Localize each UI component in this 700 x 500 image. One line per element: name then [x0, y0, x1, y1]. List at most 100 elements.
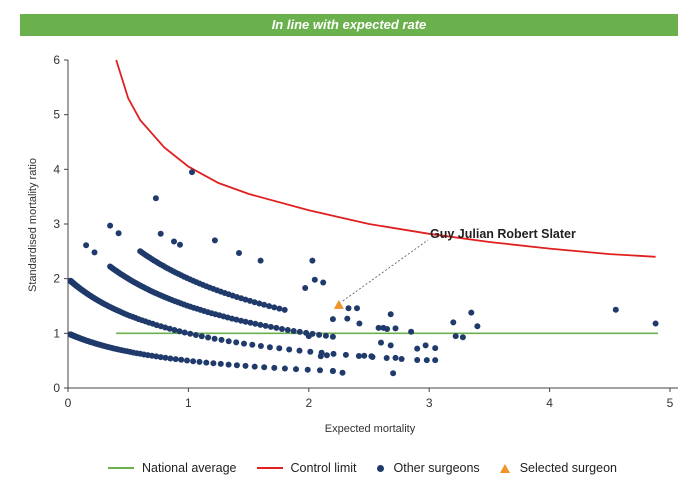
other-surgeon-point: [408, 328, 415, 335]
control-limit-line: [115, 59, 656, 258]
other-surgeon-point: [107, 222, 114, 229]
other-surgeon-point: [276, 305, 283, 312]
selected-surgeon-marker-icon: [499, 463, 510, 473]
other-surgeon-point: [290, 328, 297, 334]
y-tick-label: 3: [53, 217, 60, 231]
other-surgeon-point: [261, 364, 268, 371]
other-surgeon-point: [304, 366, 311, 373]
other-surgeon-point: [329, 316, 336, 323]
other-surgeon-point: [115, 230, 122, 237]
other-surgeon-point: [233, 339, 240, 346]
other-surgeon-point: [238, 317, 244, 324]
other-surgeon-point: [184, 357, 190, 364]
other-surgeon-point: [242, 296, 249, 303]
other-surgeon-point: [339, 369, 346, 376]
other-surgeon-point: [423, 357, 430, 364]
other-surgeon-point: [317, 367, 323, 374]
other-surgeon-point: [305, 333, 312, 340]
other-surgeon-point: [205, 334, 212, 341]
other-surgeon-point: [387, 342, 394, 349]
other-surgeon-point: [256, 300, 263, 307]
other-surgeon-point: [171, 238, 177, 245]
other-surgeon-point: [344, 315, 351, 322]
other-surgeon-point: [178, 356, 185, 363]
other-surgeon-point: [296, 328, 303, 335]
other-surgeon-point: [266, 344, 273, 351]
other-surgeon-point: [203, 359, 210, 366]
funnel-plot: 0 1 2 3 4 5 6 0 1 2 3 4 5 Guy Julian Robert Slater E…: [27, 53, 678, 435]
other-surgeon-point: [323, 352, 330, 359]
y-tick-label: 1: [53, 326, 60, 340]
other-surgeon-point: [368, 353, 375, 360]
other-surgeon-point: [167, 355, 174, 362]
other-surgeon-point: [384, 326, 391, 332]
other-surgeon-point: [242, 362, 249, 369]
other-surgeon-point: [273, 324, 280, 331]
other-surgeon-point: [257, 321, 264, 328]
control-limit-swatch: [256, 467, 283, 469]
other-surgeon-point: [450, 319, 457, 326]
other-surgeon-point: [233, 316, 240, 323]
other-surgeon-point: [211, 335, 218, 342]
other-surgeon-point: [330, 350, 337, 357]
other-surgeon-point: [276, 345, 283, 352]
other-surgeon-point: [267, 323, 274, 330]
other-surgeon-point: [356, 320, 363, 327]
other-surgeon-point: [189, 169, 195, 176]
other-surgeon-point: [317, 353, 324, 360]
other-surgeon-point: [262, 322, 269, 329]
selected-surgeon-label: Guy Julian Robert Slater: [430, 227, 576, 241]
other-surgeon-point: [152, 195, 159, 202]
other-surgeon-point: [225, 361, 232, 368]
other-surgeon-point: [612, 306, 619, 313]
other-surgeon-point: [162, 354, 169, 361]
y-tick-label: 2: [53, 272, 60, 286]
other-surgeon-point: [432, 345, 439, 352]
x-tick-label: 4: [546, 396, 553, 410]
other-surgeon-point: [459, 334, 466, 341]
other-surgeon-point: [271, 304, 278, 311]
other-surgeon-point: [176, 328, 183, 335]
other-surgeon-point: [261, 301, 268, 308]
y-axis-label: Standardised mortality ratio: [27, 158, 39, 292]
other-surgeon-point: [257, 343, 264, 349]
other-surgeon-point: [157, 230, 164, 237]
other-surgeon-point: [281, 365, 288, 372]
other-surgeon-point: [468, 309, 475, 316]
other-surgeon-point: [342, 351, 349, 358]
other-surgeon-point: [414, 357, 421, 363]
other-surgeon-point: [251, 299, 258, 306]
other-surgeon-point: [217, 360, 224, 367]
other-surgeon-point: [247, 297, 253, 304]
x-tick-label: 0: [65, 396, 72, 410]
other-surgeon-point: [390, 370, 397, 377]
other-surgeon-point: [316, 331, 323, 338]
other-surgeon-point: [293, 366, 299, 373]
other-surgeon-point: [355, 353, 362, 359]
annotation-leader-line: [342, 239, 429, 302]
other-surgeon-point: [329, 368, 336, 375]
other-surgeon-point: [307, 348, 314, 355]
legend-label: Control limit: [290, 461, 357, 475]
other-surgeon-point: [187, 330, 194, 337]
other-surgeon-point: [398, 356, 405, 362]
other-surgeon-point: [284, 327, 291, 333]
other-surgeon-point: [375, 324, 382, 331]
other-surgeon-point: [249, 341, 256, 348]
y-tick-label: 6: [53, 53, 60, 67]
legend-item-national-average: National average: [108, 461, 237, 475]
other-surgeon-point: [281, 306, 288, 313]
other-surgeon-point: [345, 305, 352, 312]
other-surgeon-point: [383, 355, 390, 361]
legend: National average Control limit Other sur…: [108, 458, 637, 478]
other-surgeon-point: [392, 325, 399, 332]
other-surgeon-point: [378, 339, 384, 346]
legend-item-control-limit: Control limit: [256, 461, 357, 475]
annotation: Guy Julian Robert Slater: [333, 227, 576, 309]
other-surgeon-point: [225, 338, 232, 345]
other-surgeon-point: [83, 242, 90, 249]
other-surgeon-point: [392, 354, 399, 361]
other-surgeon-point: [422, 342, 429, 349]
other-surgeon-point: [279, 326, 285, 332]
other-surgeon-point: [251, 363, 258, 370]
